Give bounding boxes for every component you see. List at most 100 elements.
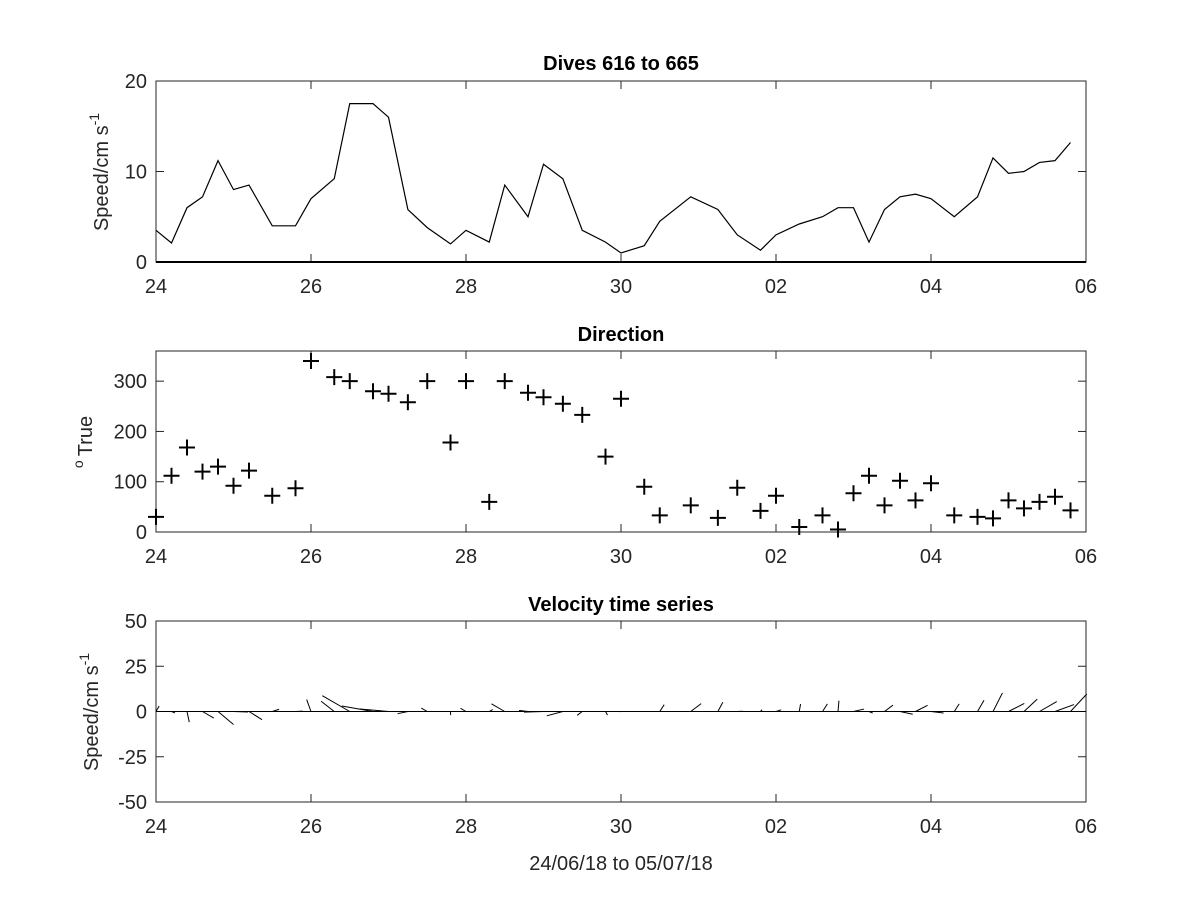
speed-y-tick-label: 20	[125, 71, 147, 93]
speed-panel-title: Dives 616 to 665	[543, 53, 699, 75]
velocity-y-axis-label: Speed/cm s-1	[76, 653, 103, 771]
direction-point	[264, 487, 281, 504]
velocity-stick	[977, 699, 985, 712]
direction-point	[752, 502, 769, 519]
velocity-panel: Velocity time series Speed/cm s-1 24 26 28…	[76, 594, 1097, 875]
svg-text:Speed/cm s-1: Speed/cm s-1	[76, 653, 103, 771]
velocity-stick	[202, 711, 215, 719]
direction-point	[1016, 500, 1032, 517]
direction-point	[496, 373, 513, 390]
direction-point	[892, 472, 908, 489]
velocity-stick	[717, 701, 724, 712]
velocity-stick	[272, 708, 280, 712]
velocity-x-tick-label: 24	[145, 816, 167, 838]
direction-point	[442, 434, 459, 451]
direction-x-tick-label: 24	[145, 546, 167, 568]
velocity-stick	[546, 711, 564, 717]
speed-x-tick-label: 30	[610, 276, 632, 298]
velocity-stick	[1023, 698, 1038, 712]
direction-point	[768, 487, 784, 504]
velocity-y-tick-label: 50	[125, 611, 147, 633]
velocity-stick	[1070, 693, 1088, 712]
direction-point	[520, 384, 536, 401]
velocity-y-tick-label: 25	[125, 656, 147, 678]
velocity-stick	[868, 711, 873, 714]
direction-point	[303, 353, 319, 370]
direction-y-tick-label: 200	[114, 421, 147, 443]
direction-point	[682, 497, 699, 514]
direction-point	[554, 395, 571, 412]
speed-y-axis-label: Speed/cm s-1	[86, 113, 113, 231]
direction-point	[1000, 492, 1017, 509]
direction-y-axis-label: o True	[70, 416, 97, 468]
velocity-x-tick-label: 06	[1075, 816, 1097, 838]
velocity-stick	[1008, 703, 1025, 712]
velocity-stick	[488, 709, 493, 712]
velocity-stick	[853, 708, 865, 712]
velocity-stick	[775, 709, 782, 712]
direction-point	[210, 458, 226, 475]
direction-point	[651, 507, 668, 524]
velocity-x-tick-label: 04	[920, 816, 942, 838]
direction-y-tick-label: 0	[136, 522, 147, 544]
velocity-x-axis-label: 24/06/18 to 05/07/18	[529, 853, 713, 875]
velocity-y-tick-label: -25	[118, 747, 147, 769]
direction-x-tick-label: 02	[765, 546, 787, 568]
speed-x-tick-label: 28	[455, 276, 477, 298]
velocity-stick	[837, 700, 840, 712]
velocity-stick	[322, 695, 351, 712]
velocity-stick	[491, 703, 506, 712]
direction-y-tick-label: 300	[114, 371, 147, 393]
direction-point	[574, 406, 591, 423]
velocity-stick	[822, 703, 828, 712]
direction-y-tick-label: 100	[114, 472, 147, 494]
direction-point	[225, 477, 242, 494]
velocity-stick	[397, 711, 408, 715]
direction-point	[1062, 502, 1079, 519]
velocity-stick	[523, 711, 544, 713]
direction-point	[458, 373, 474, 390]
direction-point	[597, 448, 614, 465]
velocity-stick	[953, 703, 960, 712]
direction-point	[194, 463, 211, 480]
velocity-stick	[460, 707, 467, 712]
velocity-stick	[341, 705, 374, 712]
velocity-y-label-text: Speed/cm s	[81, 665, 103, 771]
direction-point	[241, 462, 257, 479]
direction-point	[287, 480, 304, 497]
velocity-stick	[760, 709, 763, 712]
velocity-stick	[518, 709, 529, 712]
svg-text:oTrue: o True	[70, 416, 97, 468]
velocity-stick	[899, 711, 913, 715]
speed-x-tick-label: 06	[1075, 276, 1097, 298]
speed-x-tick-label: 02	[765, 276, 787, 298]
velocity-stick	[884, 704, 894, 712]
direction-point	[613, 390, 629, 407]
direction-x-tick-label: 04	[920, 546, 942, 568]
speed-y-tick-label: 10	[125, 162, 147, 184]
velocity-stick	[1054, 704, 1075, 712]
speed-y-tick-label: 0	[136, 252, 147, 274]
direction-point	[365, 383, 381, 400]
velocity-stick	[359, 708, 389, 712]
direction-x-tick-label: 06	[1075, 546, 1097, 568]
direction-point	[535, 389, 552, 406]
direction-x-tick-label: 26	[300, 546, 322, 568]
velocity-stick	[248, 711, 263, 721]
direction-x-tick-label: 28	[455, 546, 477, 568]
velocity-stick	[915, 704, 928, 712]
velocity-x-tick-label: 02	[765, 816, 787, 838]
velocity-stick	[1039, 701, 1057, 712]
direction-y-label-text: True	[75, 416, 97, 456]
direction-point	[791, 518, 808, 535]
velocity-panel-title: Velocity time series	[528, 594, 714, 616]
velocity-x-tick-label: 26	[300, 816, 322, 838]
speed-y-label-text: Speed/cm s	[91, 125, 113, 231]
velocity-stick	[576, 711, 583, 716]
velocity-stick	[306, 699, 312, 712]
velocity-stick	[605, 711, 608, 716]
direction-point	[481, 493, 498, 510]
speed-plot-area: 24 26 28 30 02 04 06 0 10 20	[125, 71, 1097, 298]
